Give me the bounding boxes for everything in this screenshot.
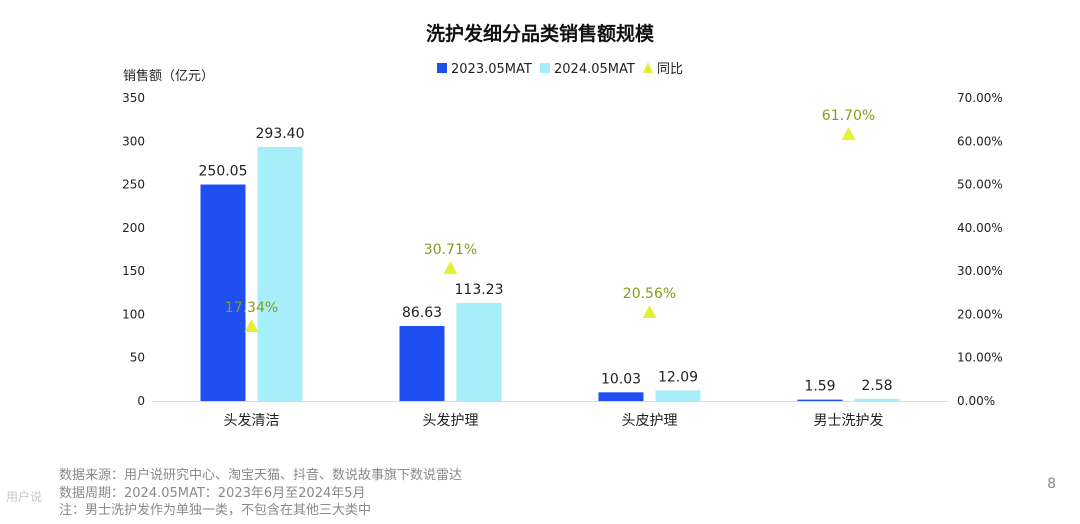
- growth-marker: [841, 126, 856, 140]
- y2-tick-label: 50.00%: [957, 178, 1003, 192]
- legend-marker-growth: [643, 62, 653, 73]
- growth-label: 30.71%: [424, 242, 477, 258]
- growth-label: 20.56%: [623, 286, 676, 302]
- bar-2023: [797, 399, 843, 401]
- legend-label-3: 同比: [657, 62, 683, 77]
- y2-tick-label: 30.00%: [957, 264, 1003, 278]
- y-tick-label: 100: [122, 307, 145, 321]
- y2-tick-label: 10.00%: [957, 351, 1003, 365]
- bar-label-2024: 293.40: [256, 126, 305, 142]
- y-tick-label: 300: [122, 134, 145, 148]
- legend-swatch-2: [540, 63, 550, 73]
- y2-tick-label: 40.00%: [957, 221, 1003, 235]
- bar-2024: [456, 302, 502, 401]
- chart-title: 洗护发细分品类销售额规模: [426, 22, 655, 45]
- y-tick-label: 250: [122, 178, 145, 192]
- bar-label-2024: 113.23: [455, 282, 504, 298]
- bar-2024: [257, 146, 303, 401]
- y-tick-label: 0: [137, 394, 145, 408]
- bar-2023: [399, 326, 445, 401]
- growth-label: 61.70%: [822, 108, 875, 124]
- bar-label-2023: 86.63: [402, 305, 442, 321]
- y2-tick-label: 20.00%: [957, 307, 1003, 321]
- legend-label-1: 2023.05MAT: [451, 62, 532, 77]
- bar-2024: [854, 398, 900, 401]
- x-category-label: 头发护理: [423, 413, 479, 429]
- y2-tick-label: 70.00%: [957, 91, 1003, 105]
- growth-label: 17.34%: [225, 300, 278, 316]
- legend-swatch-1: [437, 63, 447, 73]
- y-tick-label: 350: [122, 91, 145, 105]
- footnote-source: 数据来源：用户说研究中心、淘宝天猫、抖音、数说故事旗下数说雷达: [59, 468, 463, 483]
- x-category-label: 头皮护理: [622, 413, 678, 429]
- growth-marker: [642, 305, 657, 319]
- legend-label-2: 2024.05MAT: [554, 62, 635, 77]
- page-number: 8: [1047, 476, 1056, 492]
- x-category-label: 男士洗护发: [814, 413, 884, 429]
- footnote-remark: 注：男士洗护发作为单独一类，不包含在其他三大类中: [59, 503, 372, 518]
- growth-marker: [443, 261, 458, 275]
- y-tick-label: 200: [122, 221, 145, 235]
- bar-label-2023: 10.03: [601, 371, 641, 387]
- bar-2023: [598, 392, 644, 401]
- y-tick-label: 150: [122, 264, 145, 278]
- watermark-logo: 用户说: [6, 490, 43, 504]
- bar-label-2023: 1.59: [804, 379, 835, 395]
- bar-label-2024: 12.09: [658, 370, 698, 386]
- y2-tick-label: 60.00%: [957, 134, 1003, 148]
- x-category-label: 头发清洁: [224, 413, 280, 429]
- y-axis-label: 销售额（亿元）: [123, 68, 214, 84]
- bar-2023: [200, 184, 246, 401]
- y-tick-label: 50: [130, 351, 145, 365]
- y2-tick-label: 0.00%: [957, 394, 995, 408]
- bar-label-2024: 2.58: [861, 378, 892, 394]
- bar-label-2023: 250.05: [199, 164, 248, 180]
- footnote-period: 数据周期：2024.05MAT：2023年6月至2024年5月: [59, 486, 366, 501]
- bar-2024: [655, 390, 701, 401]
- chart: 洗护发细分品类销售额规模 2023.05MAT 2024.05MAT 同比 销售额（亿元…: [122, 22, 1003, 429]
- growth-marker: [244, 318, 259, 332]
